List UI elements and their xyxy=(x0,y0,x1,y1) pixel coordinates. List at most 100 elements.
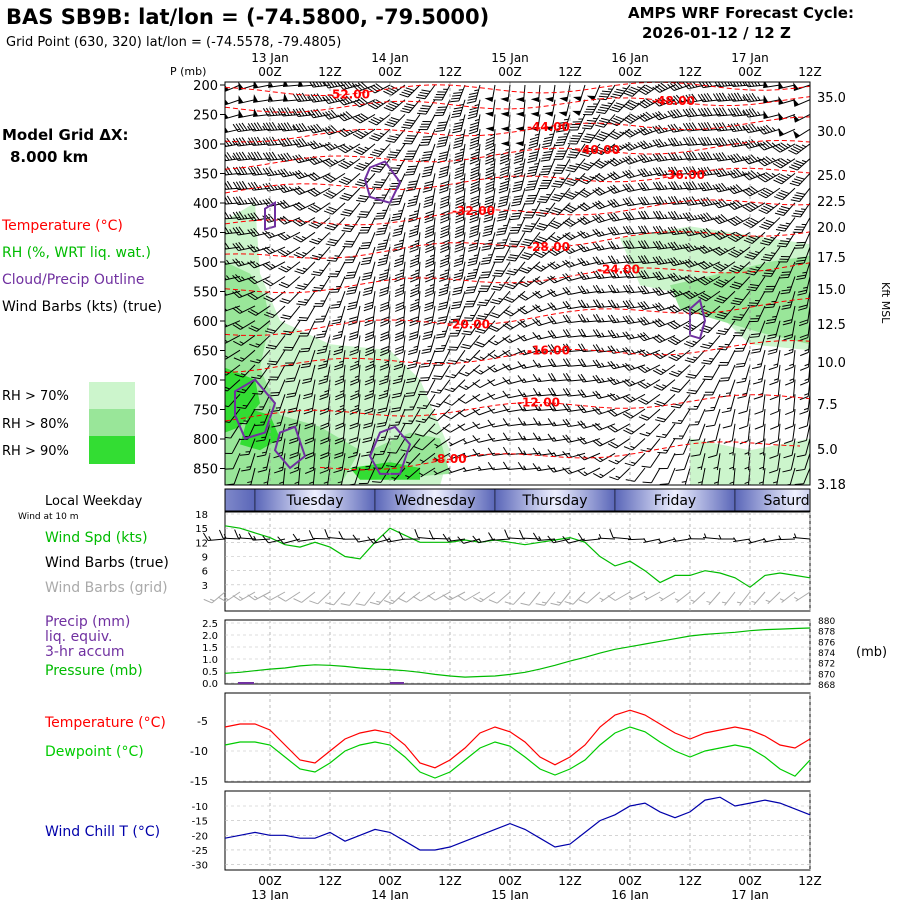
wind-barb xyxy=(481,232,496,251)
barb-flag xyxy=(512,186,522,190)
wind-barb xyxy=(403,394,421,411)
barb-flag xyxy=(479,288,489,290)
barb-staff xyxy=(253,84,271,89)
barb-flag xyxy=(468,260,477,264)
barb-flag xyxy=(421,138,431,141)
wind-barb xyxy=(352,128,376,140)
barb-flag xyxy=(434,362,444,364)
barb-flag xyxy=(485,175,494,180)
barb-flag xyxy=(579,217,588,224)
barb-flag xyxy=(312,254,321,259)
barb-flag xyxy=(449,321,459,323)
barb-flag xyxy=(583,149,593,153)
barb-flag xyxy=(423,204,433,208)
barb-flag xyxy=(553,207,563,212)
barb-flag xyxy=(350,378,359,383)
barb-flag xyxy=(468,245,478,249)
barb-flag xyxy=(279,300,289,304)
barb-flag xyxy=(313,287,323,289)
barb-flag xyxy=(562,234,571,241)
barb-flag xyxy=(453,160,463,164)
barb-flag xyxy=(329,273,339,275)
wind-barb xyxy=(428,423,451,435)
barb-flag xyxy=(280,265,290,271)
barb-flag xyxy=(554,169,564,172)
wind-barb xyxy=(468,232,481,252)
barb-flag xyxy=(391,407,401,410)
barb-flag xyxy=(253,409,263,411)
barb-flag xyxy=(420,365,430,368)
barb-flag xyxy=(391,218,401,222)
barb-flag xyxy=(528,154,538,158)
barb-half xyxy=(303,283,309,286)
barb-flag xyxy=(500,154,510,159)
wind-barb xyxy=(394,335,406,356)
wind-barb xyxy=(232,211,256,221)
barb-flag xyxy=(511,215,521,218)
barb-flag xyxy=(613,104,623,109)
barb-flag xyxy=(292,108,299,117)
barb-staff xyxy=(465,393,481,404)
barb-flag xyxy=(395,331,405,336)
barb-flag xyxy=(357,197,367,200)
barb-flag xyxy=(391,200,401,203)
barb-flag xyxy=(562,273,569,282)
barb-half xyxy=(336,286,341,288)
barb-flag xyxy=(437,91,447,93)
barb-half xyxy=(538,362,542,368)
barb-flag xyxy=(469,216,479,221)
barb-flag xyxy=(363,307,373,312)
barb-half xyxy=(292,125,296,130)
barb-flag xyxy=(357,98,366,105)
barb-flag xyxy=(364,322,374,327)
barb-half xyxy=(348,129,354,134)
wind-barb xyxy=(277,246,301,257)
barb-flag xyxy=(225,403,229,408)
barb-flag xyxy=(234,290,243,297)
wind-barb xyxy=(322,94,346,105)
barb-flag xyxy=(487,406,494,414)
barb-flag xyxy=(364,407,374,412)
barb-flag xyxy=(449,100,459,103)
barb-half xyxy=(302,251,307,255)
barb-flag xyxy=(335,425,344,430)
barb-flag xyxy=(253,122,260,131)
barb-flag xyxy=(378,395,388,400)
barb-flag xyxy=(500,180,509,185)
barb-flag xyxy=(470,175,479,180)
barb-flag xyxy=(250,228,257,237)
barb-flag xyxy=(328,82,335,88)
barb-flag xyxy=(424,165,434,169)
barb-flag xyxy=(340,213,350,217)
barb-flag xyxy=(583,175,592,181)
wind-barbs-field xyxy=(225,82,810,485)
barb-flag xyxy=(580,436,588,444)
barb-flag xyxy=(580,190,589,197)
wind-barb xyxy=(562,246,586,255)
barb-flag xyxy=(349,425,359,430)
barb-flag xyxy=(468,110,478,114)
wind-barb xyxy=(440,202,451,224)
barb-flag xyxy=(452,289,462,293)
barb-half xyxy=(419,459,425,463)
barb-half xyxy=(470,314,475,317)
barb-flag xyxy=(408,348,418,353)
barb-flag xyxy=(614,91,624,95)
barb-flag xyxy=(225,468,234,470)
wind-barb xyxy=(333,453,346,474)
barb-flag xyxy=(520,243,530,247)
barb-flag xyxy=(326,208,335,213)
barb-half xyxy=(575,177,580,180)
wind-barb xyxy=(547,231,571,243)
barb-half xyxy=(601,377,605,383)
barb-flag xyxy=(343,261,353,264)
barb-pennant xyxy=(238,109,244,118)
barb-flag xyxy=(265,152,272,161)
barb-half xyxy=(271,248,276,252)
wind-barb xyxy=(350,364,361,386)
barb-flag xyxy=(365,366,374,371)
barb-flag xyxy=(316,351,326,355)
barb-flag xyxy=(469,145,479,150)
barb-flag xyxy=(358,232,368,234)
barb-flag xyxy=(375,215,385,217)
